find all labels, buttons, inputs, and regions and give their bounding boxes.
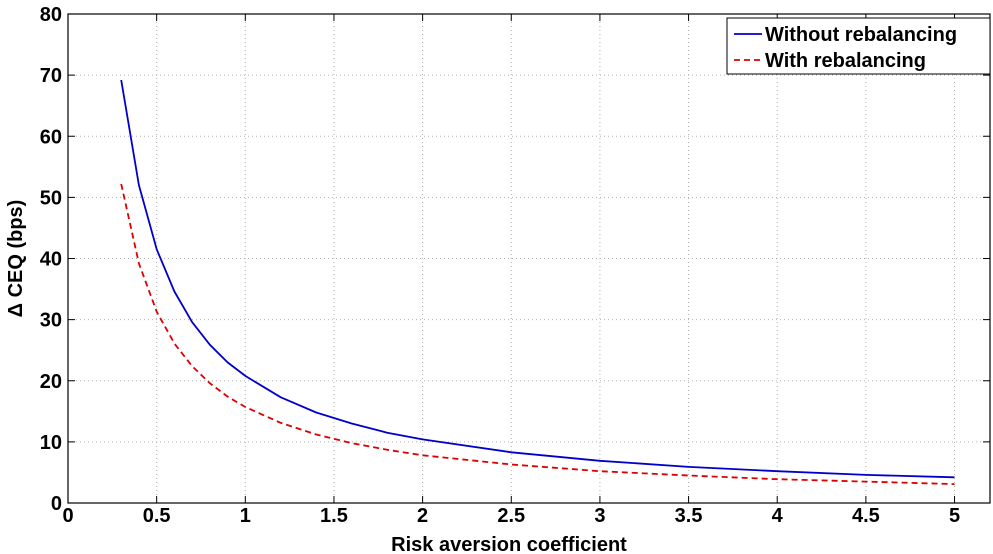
x-tick-label: 3.5 [675, 505, 703, 527]
x-tick-label: 2.5 [497, 505, 525, 527]
y-axis-label: Δ CEQ (bps) [5, 200, 27, 318]
x-tick-label: 4 [772, 505, 784, 527]
series-lines [120, 79, 955, 485]
y-tick-label: 0 [51, 493, 62, 515]
y-tick-label: 80 [40, 4, 62, 26]
legend-items: Without rebalancing With rebalancing [734, 24, 957, 72]
x-axis-label: Risk aversion coefficient [391, 534, 627, 554]
y-tick-label: 70 [40, 65, 62, 87]
y-tick-label: 50 [40, 187, 62, 209]
legend-label: With rebalancing [765, 50, 926, 72]
x-tick-label: 0.5 [143, 505, 171, 527]
x-tick-label: 1 [240, 505, 251, 527]
series-line [120, 79, 955, 479]
x-tick-label: 4.5 [852, 505, 880, 527]
series-line [120, 183, 955, 485]
x-tick-label: 0 [62, 505, 73, 527]
legend-label: Without rebalancing [765, 24, 957, 46]
x-tick-label: 2 [417, 505, 428, 527]
y-tick-label: 40 [40, 249, 62, 271]
y-tick-label: 60 [40, 126, 62, 148]
x-tick-label: 5 [949, 505, 960, 527]
y-tick-label: 10 [40, 432, 62, 454]
x-tick-label: 3 [594, 505, 605, 527]
y-tick-label: 30 [40, 310, 62, 332]
x-tick-label: 1.5 [320, 505, 348, 527]
legend-box [726, 17, 991, 75]
y-tick-label: 20 [40, 371, 62, 393]
grid [68, 13, 990, 503]
legend: Without rebalancing With rebalancing [726, 17, 991, 75]
